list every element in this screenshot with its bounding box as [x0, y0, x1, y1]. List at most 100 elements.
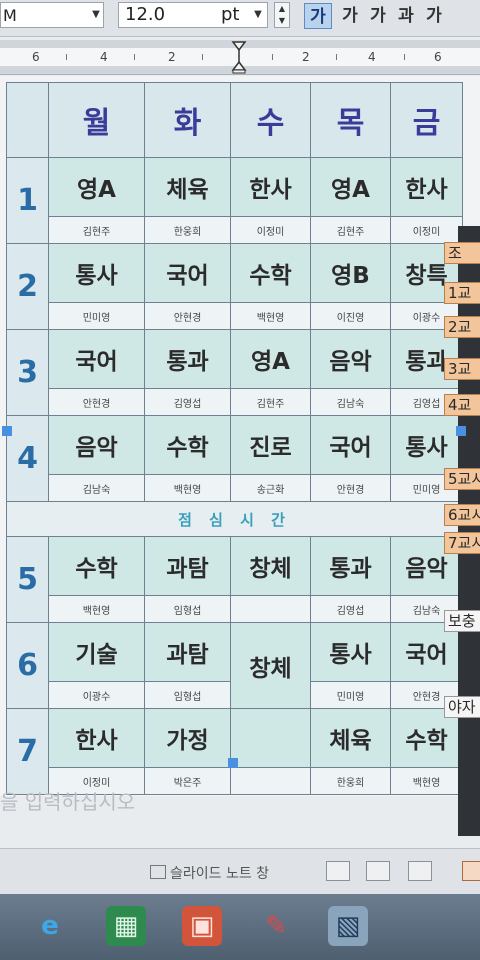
- teacher-cell[interactable]: 김현주: [48, 216, 145, 244]
- period-number[interactable]: 2: [6, 243, 49, 330]
- subject-cell[interactable]: 국어: [144, 243, 231, 303]
- notes-placeholder[interactable]: 을 입력하십시오: [0, 790, 136, 814]
- subject-cell[interactable]: 체육: [310, 708, 391, 768]
- subject-cell[interactable]: 음악: [390, 536, 463, 596]
- teacher-cell[interactable]: [230, 595, 311, 623]
- subject-cell[interactable]: 기술: [48, 622, 145, 682]
- subject-cell[interactable]: 영A: [230, 329, 311, 389]
- teacher-cell[interactable]: 백현영: [48, 595, 145, 623]
- subject-cell[interactable]: 영A: [48, 157, 145, 217]
- period-number[interactable]: 5: [6, 536, 49, 623]
- day-header[interactable]: 목: [310, 82, 391, 158]
- teacher-cell[interactable]: 임형섭: [144, 595, 231, 623]
- subject-cell[interactable]: 음악: [48, 415, 145, 475]
- subject-cell[interactable]: [230, 708, 311, 768]
- teacher-cell[interactable]: 이광수: [48, 681, 145, 709]
- subject-cell[interactable]: 통사: [48, 243, 145, 303]
- side-tag[interactable]: 3교: [444, 358, 480, 380]
- subject-cell[interactable]: 가정: [144, 708, 231, 768]
- day-header[interactable]: 수: [230, 82, 311, 158]
- chevron-down-icon[interactable]: ▼: [92, 9, 100, 20]
- side-tag[interactable]: 5교시: [444, 468, 480, 490]
- side-tag[interactable]: 7교시: [444, 532, 480, 554]
- subject-cell[interactable]: 국어: [48, 329, 145, 389]
- slide-sorter-icon[interactable]: [366, 861, 390, 881]
- lunch-label[interactable]: 점 심 시 간: [6, 501, 463, 537]
- italic-button[interactable]: 가: [342, 6, 358, 26]
- subject-cell[interactable]: 진로: [230, 415, 311, 475]
- powerpoint-icon[interactable]: ▣: [182, 906, 222, 946]
- subject-cell[interactable]: 음악: [310, 329, 391, 389]
- font-name-combo[interactable]: M ▼: [0, 2, 104, 28]
- subject-cell[interactable]: 영B: [310, 243, 391, 303]
- slideshow-icon[interactable]: [462, 861, 480, 881]
- subject-cell[interactable]: 통과: [310, 536, 391, 596]
- strikethrough-button[interactable]: 과: [398, 6, 414, 26]
- teacher-cell[interactable]: 민미영: [310, 681, 391, 709]
- reading-view-icon[interactable]: [408, 861, 432, 881]
- horizontal-ruler[interactable]: 6 4 2 2 4 6: [0, 40, 480, 75]
- teacher-cell[interactable]: 이정미: [48, 767, 145, 795]
- ie-icon[interactable]: e: [41, 911, 59, 941]
- subject-cell-merged[interactable]: 창체: [230, 622, 311, 709]
- normal-view-icon[interactable]: [326, 861, 350, 881]
- teacher-cell[interactable]: 백현영: [230, 302, 311, 330]
- subject-cell[interactable]: 체육: [144, 157, 231, 217]
- period-number[interactable]: 6: [6, 622, 49, 709]
- chevron-down-icon[interactable]: ▼: [254, 9, 262, 20]
- day-header[interactable]: 금: [390, 82, 463, 158]
- slide-notes-button[interactable]: 슬라이드 노트 창: [150, 863, 269, 883]
- subject-cell[interactable]: 수학: [144, 415, 231, 475]
- font-size-spinner[interactable]: ▲ ▼: [274, 2, 290, 28]
- side-tag[interactable]: 1교: [444, 282, 480, 304]
- period-number[interactable]: 4: [6, 415, 49, 502]
- period-number[interactable]: 7: [6, 708, 49, 795]
- teacher-cell[interactable]: 김남숙: [310, 388, 391, 416]
- teacher-cell[interactable]: 김현주: [230, 388, 311, 416]
- teacher-cell[interactable]: 한웅희: [144, 216, 231, 244]
- subject-cell[interactable]: 과탐: [144, 622, 231, 682]
- subject-cell[interactable]: 영A: [310, 157, 391, 217]
- corner-cell[interactable]: [6, 82, 49, 158]
- teacher-cell[interactable]: 안현경: [310, 474, 391, 502]
- teacher-cell[interactable]: 이정미: [390, 216, 463, 244]
- subject-cell[interactable]: 통사: [310, 622, 391, 682]
- period-number[interactable]: 1: [6, 157, 49, 244]
- teacher-cell[interactable]: 이정미: [230, 216, 311, 244]
- side-tag[interactable]: 야자: [444, 696, 480, 718]
- subject-cell[interactable]: 수학: [48, 536, 145, 596]
- day-header[interactable]: 월: [48, 82, 145, 158]
- teacher-cell[interactable]: 송근화: [230, 474, 311, 502]
- bold-button[interactable]: 가: [304, 3, 332, 29]
- shadow-button[interactable]: 가: [426, 6, 442, 26]
- selection-handle[interactable]: [2, 426, 12, 436]
- subject-cell[interactable]: 한사: [230, 157, 311, 217]
- teacher-cell[interactable]: 김영섭: [144, 388, 231, 416]
- slide-canvas[interactable]: 월 화 수 목 금 1 영A 체육 한사 영A 한사 김현주 한웅희 이정미 김…: [0, 76, 480, 836]
- day-header[interactable]: 화: [144, 82, 231, 158]
- side-tag[interactable]: 4교: [444, 394, 480, 416]
- teacher-cell[interactable]: 민미영: [48, 302, 145, 330]
- teacher-cell[interactable]: 임형섭: [144, 681, 231, 709]
- teacher-cell[interactable]: 김남숙: [48, 474, 145, 502]
- paint-icon[interactable]: ✎: [265, 911, 287, 941]
- selection-handle[interactable]: [456, 426, 466, 436]
- teacher-cell[interactable]: 김영섭: [310, 595, 391, 623]
- side-tag[interactable]: 6교시: [444, 504, 480, 526]
- teacher-cell[interactable]: [230, 767, 311, 795]
- timetable[interactable]: 월 화 수 목 금 1 영A 체육 한사 영A 한사 김현주 한웅희 이정미 김…: [6, 82, 463, 795]
- teacher-cell[interactable]: 백현영: [390, 767, 463, 795]
- subject-cell[interactable]: 창체: [230, 536, 311, 596]
- teacher-cell[interactable]: 안현경: [48, 388, 145, 416]
- subject-cell[interactable]: 국어: [310, 415, 391, 475]
- excel-icon[interactable]: ▦: [106, 906, 146, 946]
- teacher-cell[interactable]: 이진영: [310, 302, 391, 330]
- period-number[interactable]: 3: [6, 329, 49, 416]
- side-tag[interactable]: 보충: [444, 610, 480, 632]
- side-tag[interactable]: 조: [444, 242, 480, 264]
- teacher-cell[interactable]: 백현영: [144, 474, 231, 502]
- image-viewer-icon[interactable]: ▧: [328, 906, 368, 946]
- teacher-cell[interactable]: 김현주: [310, 216, 391, 244]
- subject-cell[interactable]: 통과: [144, 329, 231, 389]
- teacher-cell[interactable]: 안현경: [144, 302, 231, 330]
